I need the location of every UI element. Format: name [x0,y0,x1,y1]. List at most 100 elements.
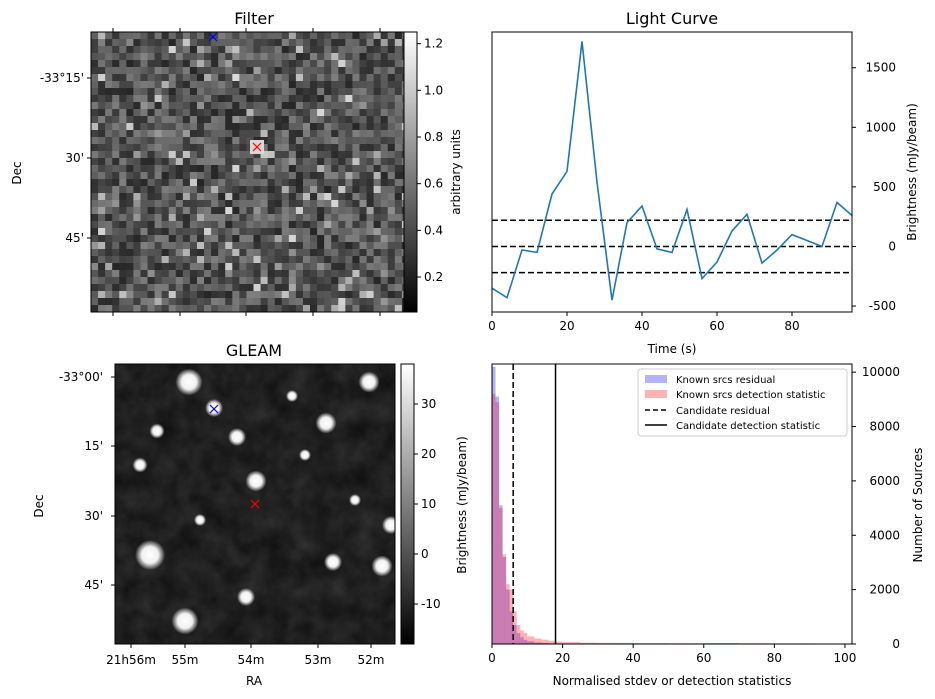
filter-pixel [281,130,290,138]
filter-pixel [218,228,226,236]
filter-pixel [105,298,113,306]
filter-pixel [338,102,346,110]
filter-pixel [373,228,382,236]
filter-pixel [359,305,367,313]
filter-pixel [338,123,346,131]
filter-pixel [281,81,290,89]
filter-pixel [147,193,155,201]
filter-pixel [267,179,276,187]
filter-pixel [239,123,247,131]
filter-pixel [380,39,389,47]
filter-pixel [168,81,177,89]
filter-pixel [317,186,325,194]
filter-pixel [352,102,360,110]
filter-pixel [394,137,403,145]
filter-pixel [359,235,367,243]
filter-pixel [168,130,177,138]
filter-pixel [267,53,276,61]
filter-pixel [211,116,219,124]
gleam-cbar-tick-label: 10 [421,497,436,511]
filter-pixel [302,158,311,166]
filter-pixel [302,137,311,145]
filter-pixel [380,284,389,292]
filter-pixel [295,172,304,180]
filter-pixel [338,284,346,292]
filter-pixel [394,123,403,131]
filter-pixel [204,270,212,278]
filter-pixel [232,179,240,187]
filter-pixel [175,249,184,257]
filter-pixel [288,298,297,306]
filter-pixel [168,249,177,257]
filter-pixel [246,221,254,229]
filter-pixel [387,207,396,215]
filter-pixel [302,186,311,194]
filter-pixel [98,291,106,299]
filter-pixel [324,277,332,285]
filter-pixel [211,46,219,54]
filter-pixel [91,109,99,117]
filter-pixel [366,109,375,117]
filter-pixel [133,102,141,110]
histogram-bar-residual [516,633,521,644]
gleam-title: GLEAM [226,341,282,360]
filter-pixel [338,165,346,173]
filter-pixel [387,214,396,222]
filter-pixel [91,193,99,201]
filter-pixel [373,46,382,54]
filter-pixel [211,81,219,89]
filter-pixel [380,60,389,68]
filter-pixel [239,228,247,236]
filter-pixel [225,81,233,89]
filter-pixel [260,144,269,152]
filter-pixel [147,242,155,250]
filter-pixel [274,207,283,215]
filter-pixel [338,200,346,208]
filter-pixel [112,39,120,47]
filter-pixel [366,81,375,89]
filter-pixel [366,249,375,257]
filter-pixel [119,53,127,61]
filter-pixel [225,256,233,264]
filter-pixel [281,32,290,40]
filter-pixel [274,284,283,292]
filter-pixel [175,53,184,61]
filter-pixel [133,186,141,194]
filter-pixel [204,193,212,201]
filter-pixel [253,88,261,96]
filter-pixel [225,179,233,187]
filter-pixel [373,242,382,250]
filter-pixel [239,39,247,47]
filter-pixel [352,235,360,243]
filter-pixel [373,165,382,173]
filter-pixel [126,172,134,180]
filter-pixel [246,256,254,264]
filter-pixel [239,116,247,124]
filter-pixel [182,263,191,271]
filter-pixel [281,179,290,187]
filter-pixel [366,207,375,215]
filter-pixel [232,95,240,103]
filter-pixel [324,81,332,89]
filter-pixel [119,144,127,152]
filter-pixel [91,263,99,271]
filter-pixel [91,39,99,47]
gleam-xtick-label: 54m [238,653,265,667]
filter-pixel [260,116,269,124]
filter-pixel [126,123,134,131]
filter-pixel [168,298,177,306]
filter-colorbar-label: arbitrary units [449,129,463,215]
histogram-bar-detection [534,638,542,644]
filter-pixel [154,277,163,285]
filter-pixel [352,179,360,187]
filter-pixel [133,67,141,75]
filter-pixel [317,284,325,292]
filter-pixel [352,221,360,229]
filter-pixel [373,214,382,222]
filter-pixel [112,109,120,117]
filter-pixel [168,263,177,271]
filter-pixel [225,298,233,306]
filter-pixel [373,144,382,152]
filter-pixel [91,165,99,173]
filter-pixel [196,32,205,40]
